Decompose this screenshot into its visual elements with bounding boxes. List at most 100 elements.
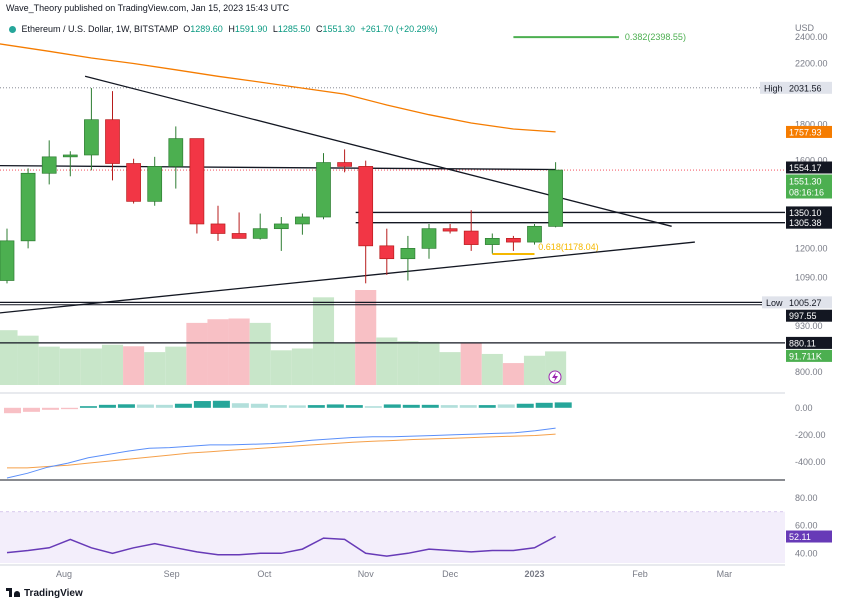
support-1-badge: 997.55 [789,311,817,321]
candle-body [126,163,141,202]
high-value: 1591.90 [234,24,268,34]
tradingview-logo-icon [6,588,20,597]
macd-line [6,427,556,479]
resistance-2-badge-bg [786,216,832,229]
candle-body [463,230,479,245]
volume-bar [249,322,271,385]
time-tick-label: Oct [257,569,272,579]
volume-bar [38,346,60,385]
macd-histogram-bar [459,405,477,408]
volume-bar [312,297,335,385]
candle-body [168,138,184,167]
rsi-value-badge-bg [786,530,832,543]
price-tick-label: 1090.00 [795,273,828,283]
resistance-2-badge: 1305.38 [789,218,822,228]
trendline [0,241,695,314]
volume-bar [165,346,187,385]
high-key: H [228,24,235,34]
macd-histogram-bar [231,403,249,408]
trendline-value-badge-bg [786,161,832,174]
change-value: +261.70 (+20.29%) [360,24,438,34]
volume-bar [0,330,18,385]
macd-histogram-bar [174,403,192,408]
rsi-line [6,535,556,557]
volume-bar [460,342,482,385]
price-tick-label: 1200.00 [795,243,828,253]
macd-histogram-bar [421,404,439,408]
macd-histogram-bar [497,404,515,408]
rsi-tick-label: 80.00 [795,493,818,503]
ma-value-badge-bg [786,125,832,138]
candle-body [548,169,563,227]
low-value: 1285.50 [277,24,311,34]
last-price-badge-bg [786,174,832,199]
macd-tick-label: -400.00 [795,457,826,467]
rsi-value-badge: 52.11 [789,532,811,542]
macd-histogram-bar [117,404,135,408]
open-key: O [183,24,191,34]
candle-body [84,119,99,156]
volume-bar [481,353,503,385]
trendline-value-badge: 1554.17 [789,163,822,173]
candle-body [231,233,247,239]
moving-average-line [0,43,556,133]
ma-value-badge: 1757.93 [789,127,822,137]
volume-bar [523,355,546,385]
tradingview-brand[interactable]: TradingView [6,588,83,599]
low-value-badge-bg [786,296,832,309]
macd-signal-line [7,433,556,469]
volume-bar [291,348,313,385]
time-tick-label: Nov [358,569,375,579]
low-tag-label: Low [766,298,783,308]
volume-bar [502,363,524,385]
lightning-icon-glyph [552,372,558,382]
candle-body [316,162,331,218]
candle-body [527,225,542,243]
volume-bar [101,344,124,385]
candle-body [62,154,78,158]
brand-name: TradingView [24,588,83,599]
candle-body [20,172,36,242]
candle-body [147,166,163,202]
macd-histogram-bar [345,405,363,408]
macd-histogram-bar [269,405,287,408]
volume-bar [80,348,102,385]
volume-bar [228,318,250,385]
macd-histogram-bar [535,402,553,408]
volume-bar [418,341,440,385]
time-tick-label: Sep [164,569,180,579]
time-tick-label: Aug [56,569,72,579]
macd-histogram-bar [193,401,211,408]
macd-histogram-bar [79,406,97,408]
open-value: 1289.60 [190,24,223,34]
candle-body [295,216,310,225]
published-line: Wave_Theory published on TradingView.com… [6,3,290,13]
trendline [0,165,556,171]
price-tick-label: 1800.00 [795,120,828,130]
macd-tick-label: -200.00 [795,430,826,440]
macd-histogram-bar [440,405,458,408]
macd-histogram-bar [288,405,306,408]
rsi-tick-label: 60.00 [795,521,818,531]
fibonacci-label: 0.382(2398.55) [625,32,686,42]
macd-histogram-bar [478,405,496,408]
low-key: L [272,24,278,34]
macd-histogram-bar [307,405,325,408]
macd-histogram-bar [212,400,230,408]
volume-bar [376,337,398,385]
macd-histogram-bar [41,407,59,410]
symbol-name: Ethereum / U.S. Dollar, 1W, BITSTAMP [21,24,179,34]
macd-histogram-bar [364,406,382,408]
candle-body [442,228,458,232]
volume-bar [186,322,208,385]
last-price-value: 1551.30 [789,177,822,187]
time-tick-label: Dec [442,569,459,579]
candle-body [210,223,226,234]
macd-histogram-bar [326,404,344,408]
candle-body [358,166,374,247]
close-key: C [315,24,323,34]
volume-bar [59,348,81,385]
volume-bar [355,290,377,385]
support-2-badge-bg [786,336,832,349]
support-1-badge-bg [786,309,832,322]
